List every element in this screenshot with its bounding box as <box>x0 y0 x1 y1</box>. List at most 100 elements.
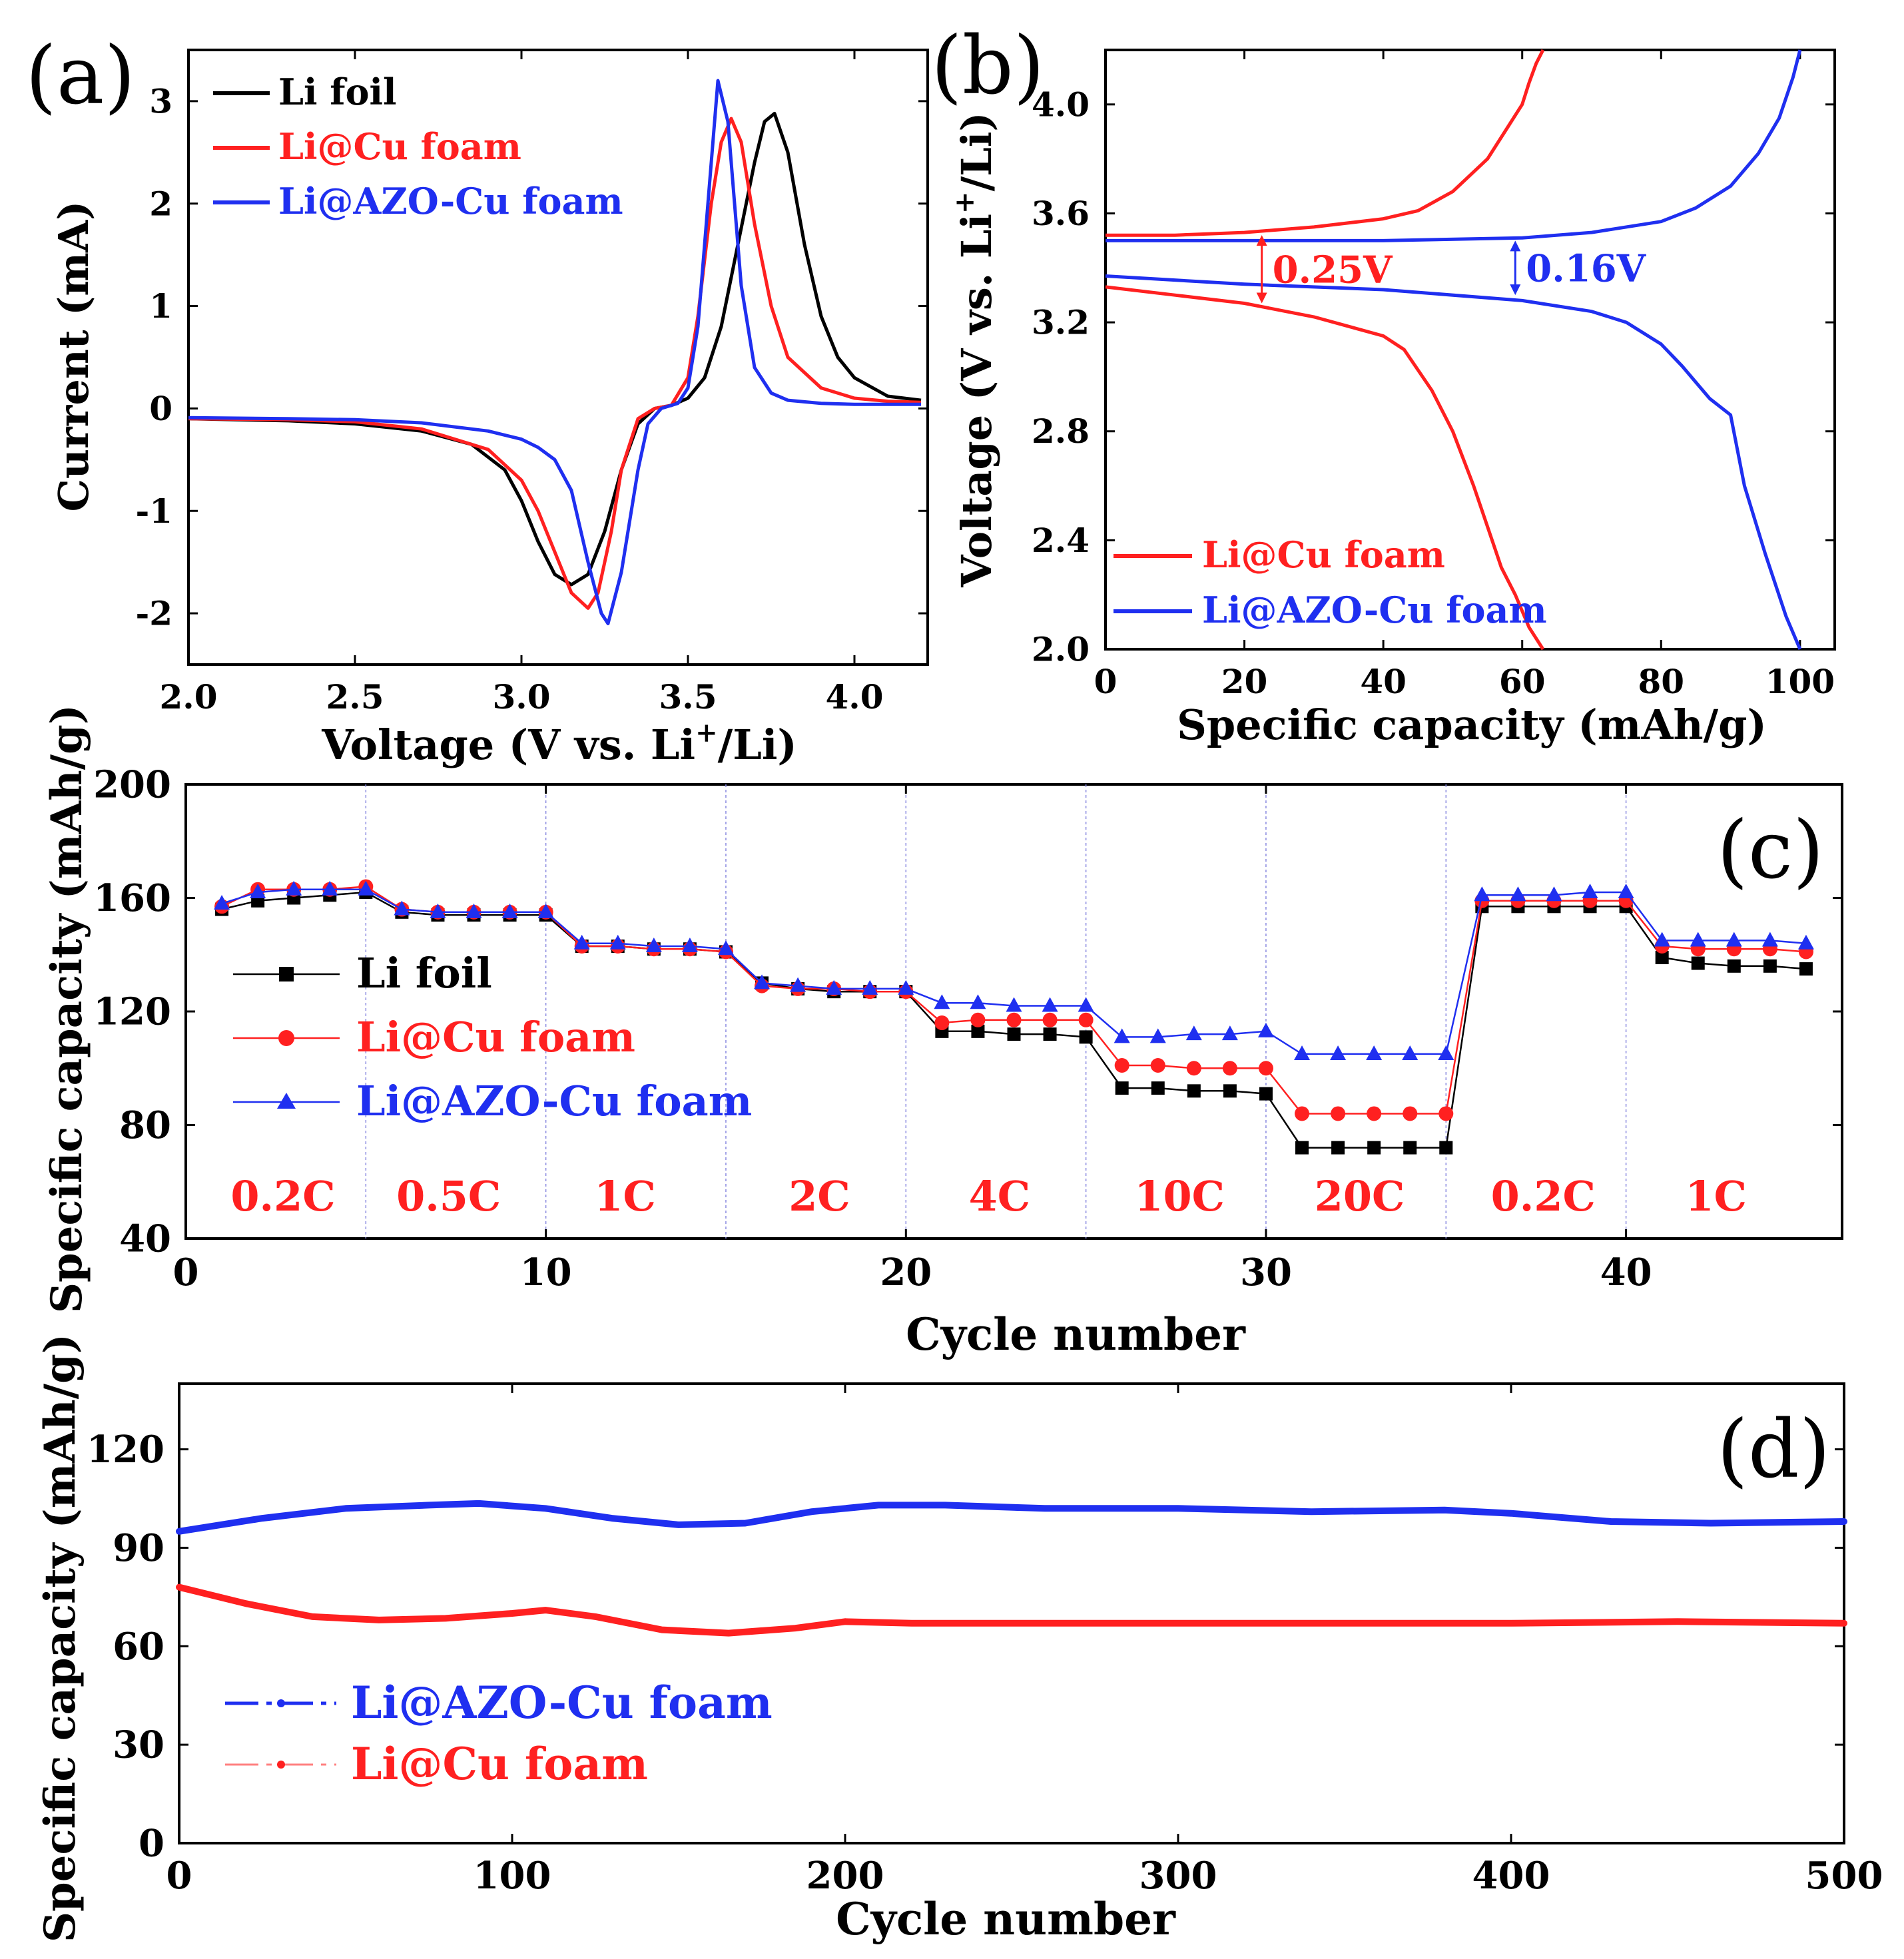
y-tick-label: 120 <box>87 1428 164 1472</box>
legend-marker-circle <box>278 1030 294 1046</box>
panel-a-plot-frame <box>187 49 929 666</box>
legend-label-li-cu-foam: Li@Cu foam <box>1202 533 1445 576</box>
y-tick-label: 2 <box>149 184 172 223</box>
y-tick-label: 2.4 <box>1032 521 1090 560</box>
y-tick-label: 2.0 <box>1032 630 1090 669</box>
data-point-li-azo-cu-foam <box>1185 1025 1202 1041</box>
x-tick-label: 30 <box>1240 1251 1292 1294</box>
legend-label-li-cu-foam: Li@Cu foam <box>278 125 521 168</box>
rate-label: 1C <box>1686 1172 1747 1221</box>
y-tick-label: 0 <box>149 389 172 428</box>
x-tick-label: 40 <box>1600 1251 1652 1294</box>
data-point-li-azo-cu-foam <box>1761 932 1778 947</box>
x-tick-label: 20 <box>880 1251 932 1294</box>
annotation-arrow-head-down <box>1256 292 1267 304</box>
panel-c-series <box>214 879 1814 1155</box>
series-line-li-cu-foam <box>188 117 922 610</box>
series-line-li-azo-cu-foam <box>176 1500 1847 1535</box>
y-tick-label: 90 <box>113 1526 164 1570</box>
data-point-li-azo-cu-foam <box>214 895 230 910</box>
data-point-li-foil <box>1403 1141 1417 1155</box>
panel-b-y-axis-label: Voltage (V vs. Li+/Li) <box>949 112 1001 587</box>
y-tick-label: -2 <box>135 594 172 633</box>
panel-d-ticks: 0 100 200 300 400 500 0 30 60 90 120 <box>87 1384 1883 1898</box>
panel-a-x-label-end: /Li) <box>718 720 797 769</box>
x-tick-label: 0 <box>166 1854 192 1898</box>
x-tick-label: 100 <box>1765 662 1835 701</box>
data-point-li-azo-cu-foam <box>286 880 302 896</box>
data-point-li-cu-foam <box>970 1012 986 1027</box>
legend-marker-dot <box>277 1761 285 1769</box>
data-point-li-cu-foam <box>1438 1106 1454 1121</box>
panel-c-rate-labels: 0.2C 0.5C 1C 2C 4C 10C 20C 0.2C 1C <box>230 1172 1747 1221</box>
data-point-li-azo-cu-foam <box>1006 997 1022 1012</box>
data-point-li-azo-cu-foam <box>250 883 266 898</box>
data-point-li-azo-cu-foam <box>934 994 950 1009</box>
y-tick-label: 3 <box>149 81 172 121</box>
y-tick-label: 1 <box>149 286 172 326</box>
data-point-li-azo-cu-foam <box>537 903 554 918</box>
panel-a-x-label-main: Voltage (V vs. Li <box>321 720 695 769</box>
annotation-label: 0.25V <box>1273 248 1393 292</box>
y-tick-label: 30 <box>113 1723 164 1767</box>
y-tick-label: 120 <box>93 990 171 1034</box>
data-point-li-cu-foam <box>1403 1106 1418 1121</box>
legend-label-li-azo-cu-foam: Li@AZO-Cu foam <box>278 180 623 222</box>
legend-marker-square <box>279 967 294 981</box>
y-tick-label: 3.2 <box>1032 303 1090 342</box>
data-point-li-foil <box>1691 956 1705 970</box>
y-tick-label: 40 <box>119 1217 171 1261</box>
data-point-li-foil <box>1655 951 1669 965</box>
data-point-li-azo-cu-foam <box>1149 1028 1166 1043</box>
y-tick-label: 3.6 <box>1032 194 1090 233</box>
x-tick-label: 20 <box>1221 662 1268 701</box>
x-tick-label: 10 <box>520 1251 572 1294</box>
panel-d-plot-frame <box>178 1382 1845 1844</box>
data-point-li-cu-foam <box>1186 1061 1201 1076</box>
y-tick-label: 2.8 <box>1032 412 1090 451</box>
panel-d-x-axis-label: Cycle number <box>836 1893 1176 1945</box>
rate-label: 0.5C <box>396 1172 501 1221</box>
data-point-li-azo-cu-foam <box>1402 1045 1419 1060</box>
panel-d-label: (d) <box>1717 1404 1830 1496</box>
legend-label-li-cu-foam: Li@Cu foam <box>356 1013 635 1061</box>
data-point-li-azo-cu-foam <box>609 934 626 950</box>
y-tick-label: 4.0 <box>1032 85 1090 124</box>
panel-b-annotations: 0.25V 0.16V <box>1256 235 1647 304</box>
legend-label-li-azo-cu-foam: Li@AZO-Cu foam <box>356 1077 752 1125</box>
series-line-li-cu-foam <box>176 1583 1847 1637</box>
data-point-li-foil <box>1223 1084 1237 1098</box>
data-point-li-azo-cu-foam <box>466 903 482 918</box>
panel-b-legend: Li@Cu foam Li@AZO-Cu foam <box>1113 533 1547 631</box>
panel-b-plot-frame <box>1104 49 1836 651</box>
annotation-arrow-head-down <box>1510 284 1521 296</box>
data-point-li-azo-cu-foam <box>1257 1022 1274 1037</box>
panel-a-series <box>188 79 922 625</box>
x-tick-label: 40 <box>1360 662 1407 701</box>
legend-label-li-foil: Li foil <box>278 71 397 113</box>
data-point-li-azo-cu-foam <box>358 880 374 896</box>
panel-a: (a) 2.0 2.5 3.0 3.5 4.0 -2 -1 0 1 2 3 Li foil Li@C… <box>25 30 929 769</box>
data-point-li-azo-cu-foam <box>681 937 698 952</box>
panel-c-y-axis-label: Specific capacity (mAh/g) <box>42 704 92 1313</box>
data-point-li-cu-foam <box>1295 1106 1310 1121</box>
x-tick-label: 0 <box>1094 662 1117 701</box>
data-point-li-azo-cu-foam <box>1690 932 1706 947</box>
x-tick-label: 2.0 <box>160 677 218 716</box>
data-point-li-azo-cu-foam <box>1726 932 1742 947</box>
rate-label: 1C <box>594 1172 656 1221</box>
data-point-li-azo-cu-foam <box>1366 1045 1383 1060</box>
data-point-li-azo-cu-foam <box>394 900 410 916</box>
data-point-li-azo-cu-foam <box>1330 1045 1347 1060</box>
x-tick-label: 500 <box>1805 1854 1883 1898</box>
annotation-label: 0.16V <box>1526 246 1646 290</box>
data-point-li-foil <box>1079 1030 1093 1044</box>
panel-b-y-label-main: Voltage (V vs. Li <box>952 214 1001 588</box>
data-point-li-azo-cu-foam <box>717 940 734 956</box>
data-point-li-azo-cu-foam <box>1078 997 1094 1012</box>
data-point-li-azo-cu-foam <box>1797 934 1814 950</box>
data-point-li-cu-foam <box>1367 1106 1382 1121</box>
data-point-li-azo-cu-foam <box>1438 1045 1454 1060</box>
data-point-li-azo-cu-foam <box>501 903 518 918</box>
